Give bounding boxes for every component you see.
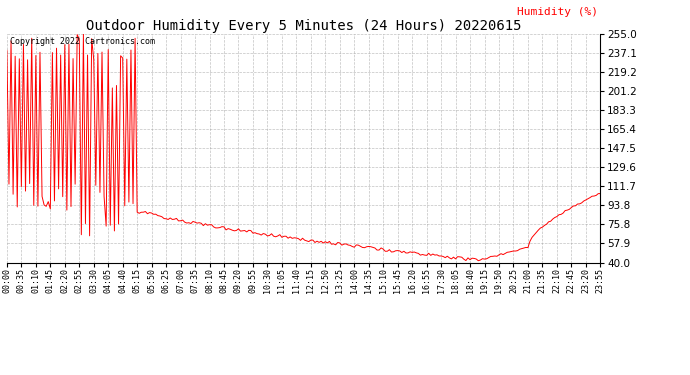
Text: Copyright 2022 Cartronics.com: Copyright 2022 Cartronics.com [10, 36, 155, 45]
Title: Outdoor Humidity Every 5 Minutes (24 Hours) 20220615: Outdoor Humidity Every 5 Minutes (24 Hou… [86, 19, 522, 33]
Text: Humidity (%): Humidity (%) [517, 7, 598, 17]
